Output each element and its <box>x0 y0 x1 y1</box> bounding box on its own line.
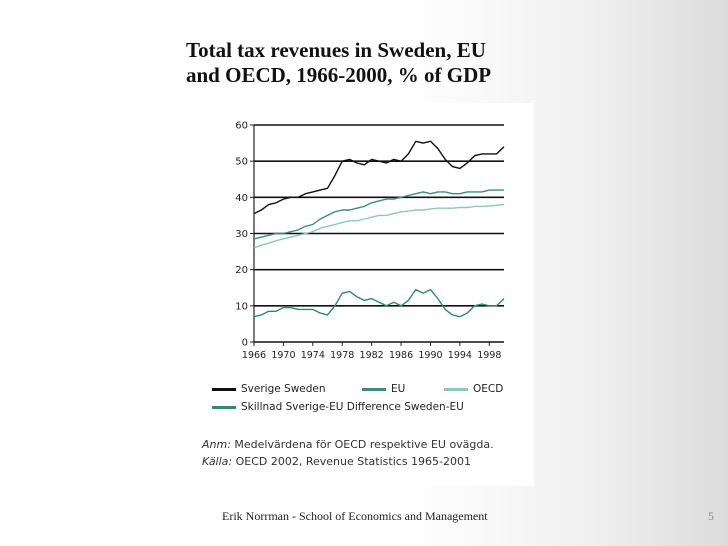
chart-legend: Sverige Sweden EU OECD Skillnad Sverige-… <box>212 383 532 419</box>
chart-notes: Anm: Medelvärdena för OECD respektive EU… <box>202 436 534 470</box>
legend-label-sweden: Sverige Sweden <box>241 383 326 395</box>
y-tick-label-50: 50 <box>235 157 248 168</box>
x-tick-label-1974: 1974 <box>301 350 325 361</box>
x-tick-label-1986: 1986 <box>389 350 413 361</box>
x-tick-label-1998: 1998 <box>477 350 501 361</box>
y-tick-label-20: 20 <box>235 265 248 276</box>
x-tick-label-1978: 1978 <box>330 350 354 361</box>
note-anm: Anm: Medelvärdena för OECD respektive EU… <box>202 436 534 453</box>
legend-label-eu: EU <box>391 383 406 395</box>
x-tick-label-1990: 1990 <box>418 350 442 361</box>
legend-swatch-difference <box>212 405 236 409</box>
legend-label-oecd: OECD <box>473 383 504 395</box>
tax-revenue-chart: 0 10 20 30 40 50 60 1966 1970 1974 1978 1982 1986 199… <box>235 121 505 361</box>
y-tick-label-30: 30 <box>235 229 248 240</box>
legend-item-difference: Skillnad Sverige-EU Difference Sweden-EU <box>212 401 464 413</box>
note-anm-label: Anm: <box>202 438 231 451</box>
y-tick-label-0: 0 <box>242 338 248 349</box>
legend-swatch-eu <box>362 387 386 391</box>
legend-swatch-oecd <box>444 387 468 391</box>
x-tick-label-1994: 1994 <box>448 350 472 361</box>
series-line-eu <box>253 189 504 240</box>
legend-item-sweden: Sverige Sweden <box>212 383 326 395</box>
slide-title-line2: and OECD, 1966-2000, % of GDP <box>186 63 492 87</box>
page-number: 5 <box>708 509 714 523</box>
y-tick-label-60: 60 <box>235 121 248 132</box>
note-anm-text: Medelvärdena för OECD respektive EU oväg… <box>230 438 494 451</box>
series-line-sweden <box>253 140 505 215</box>
x-tick-label-1970: 1970 <box>271 350 295 361</box>
x-tick-label-1982: 1982 <box>360 350 384 361</box>
y-tick-label-10: 10 <box>235 301 248 312</box>
legend-item-eu: EU <box>362 383 405 395</box>
note-kalla: Källa: OECD 2002, Revenue Statistics 196… <box>202 453 534 470</box>
x-tick-label-1966: 1966 <box>242 350 266 361</box>
series-line-oecd <box>253 203 505 249</box>
legend-swatch-sweden <box>212 387 236 391</box>
slide-title: Total tax revenues in Sweden, EU and OEC… <box>186 38 566 88</box>
note-kalla-text: OECD 2002, Revenue Statistics 1965-2001 <box>232 455 472 468</box>
legend-item-oecd: OECD <box>444 383 503 395</box>
note-kalla-label: Källa: <box>202 455 233 468</box>
chart-figure: 0 10 20 30 40 50 60 1966 1970 1974 1978 1982 1986 199… <box>202 103 534 486</box>
legend-label-difference: Skillnad Sverige-EU Difference Sweden-EU <box>241 401 464 413</box>
series-line-difference <box>253 288 505 318</box>
slide-title-line1: Total tax revenues in Sweden, EU <box>186 38 486 62</box>
slide-footer: Erik Norrman - School of Economics and M… <box>222 509 488 523</box>
y-tick-label-40: 40 <box>235 193 248 204</box>
